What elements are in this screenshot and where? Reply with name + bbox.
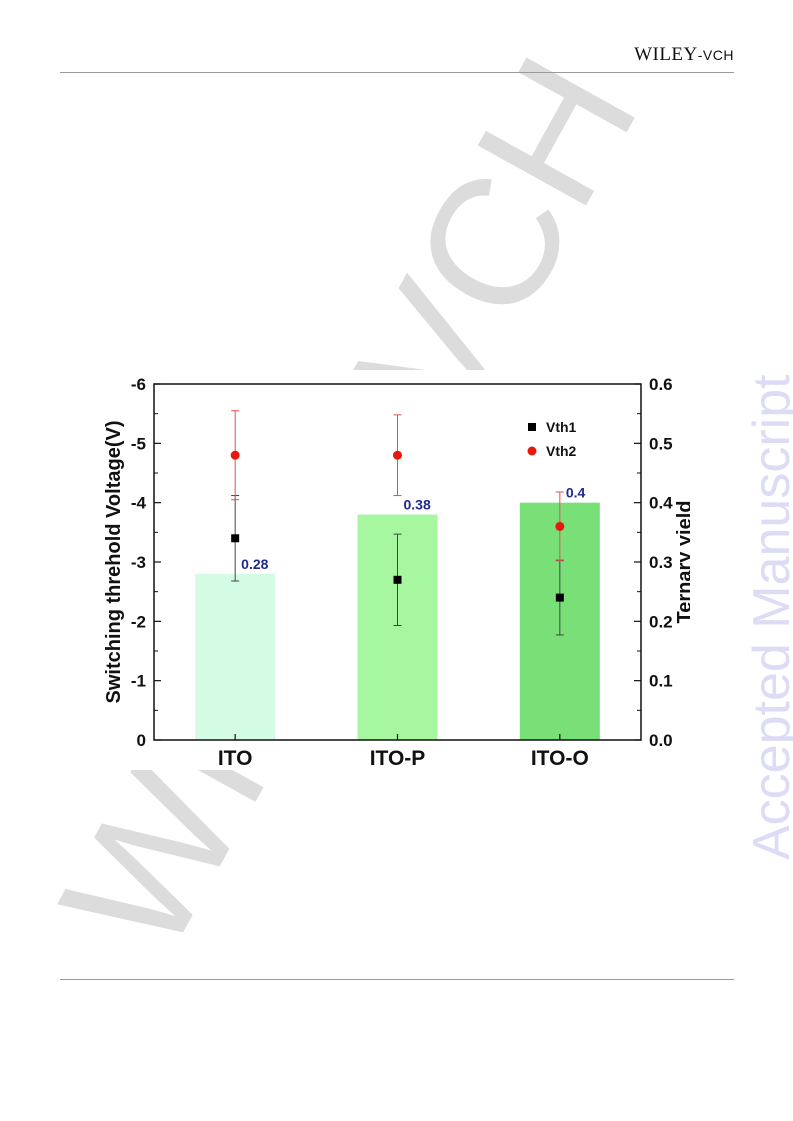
points-layer — [230, 410, 565, 636]
brand-main: WILEY — [634, 44, 698, 65]
y-right-title: Ternary yield — [674, 500, 690, 623]
sidebar-watermark: Accepted Manuscript — [743, 374, 793, 860]
right-tick-label: 0.0 — [649, 731, 673, 750]
bar-value-label: 0.28 — [241, 556, 268, 572]
category-label: ITO — [218, 747, 253, 770]
publisher-brand: WILEY-VCH — [634, 44, 734, 66]
labels-layer: 0.28 0.38 0.4 — [241, 485, 585, 572]
right-tick-label: 0.4 — [649, 494, 673, 513]
legend-label-vth1: Vth1 — [546, 419, 577, 435]
point-vth2 — [555, 521, 565, 531]
point-vth2 — [393, 450, 402, 460]
right-tick-label: 0.5 — [649, 434, 673, 453]
left-tick-label: 0 — [137, 731, 146, 750]
left-tick-label: -3 — [131, 553, 146, 572]
left-tick-label: -6 — [131, 375, 146, 394]
header-rule — [60, 72, 734, 73]
right-tick-label: 0.2 — [649, 612, 673, 631]
figure: 0 -1 -2 -3 -4 -5 -6 0.0 0.1 0.2 0.3 0.4 0.5 0.6 ITO ITO… — [96, 370, 690, 770]
left-tick-label: -2 — [131, 612, 146, 631]
bar-value-label: 0.4 — [566, 485, 586, 501]
right-tick-label: 0.3 — [649, 553, 673, 572]
legend-label-vth2: Vth2 — [546, 443, 577, 459]
right-tick-label: 0.1 — [649, 672, 673, 691]
left-tick-label: -1 — [131, 672, 146, 691]
point-vth2 — [230, 450, 240, 460]
chart: 0 -1 -2 -3 -4 -5 -6 0.0 0.1 0.2 0.3 0.4 0.5 0.6 ITO ITO… — [103, 375, 690, 770]
category-label: ITO-O — [531, 747, 589, 770]
point-vth1 — [555, 593, 564, 602]
brand-sub: -VCH — [697, 47, 734, 63]
right-tick-label: 0.6 — [649, 375, 673, 394]
legend-marker-vth1 — [528, 423, 536, 431]
legend: Vth1 Vth2 — [527, 419, 577, 459]
bar-value-label: 0.38 — [404, 497, 431, 513]
y-left-title: Switching threhold Voltage(V) — [103, 421, 125, 704]
bar-ito — [195, 573, 276, 740]
point-vth1 — [393, 575, 402, 584]
footer-rule — [60, 979, 734, 980]
legend-marker-vth2 — [527, 446, 537, 456]
left-tick-label: -4 — [131, 494, 147, 513]
left-tick-label: -5 — [131, 434, 146, 453]
axes-layer: 0 -1 -2 -3 -4 -5 -6 0.0 0.1 0.2 0.3 0.4 0.5 0.6 ITO ITO… — [103, 375, 690, 770]
point-vth1 — [231, 534, 240, 543]
category-label: ITO-P — [370, 747, 426, 770]
